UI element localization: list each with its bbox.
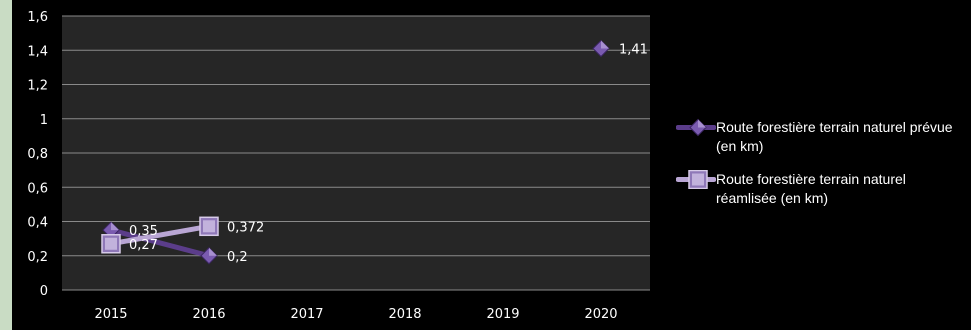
y-axis-ticks: 0 0,2 0,4 0,6 0,8 1 1,2 1,4 1,6	[27, 10, 48, 299]
y-tick-label: 0,8	[27, 147, 48, 162]
data-label: 0,2	[227, 250, 248, 265]
x-tick-label: 2015	[94, 307, 127, 322]
legend-marker	[688, 170, 708, 189]
x-tick-label: 2019	[486, 307, 519, 322]
y-tick-label: 0,6	[27, 181, 48, 196]
data-label: 0,35	[129, 224, 158, 239]
data-label: 1,41	[619, 43, 648, 58]
y-tick-label: 0,2	[27, 250, 48, 265]
x-tick-label: 2018	[388, 307, 421, 322]
y-tick-label: 1,6	[27, 10, 48, 25]
data-point	[101, 234, 121, 254]
legend: Route forestière terrain naturel prévue …	[676, 118, 966, 222]
legend-label: Route forestière terrain naturel réamlis…	[716, 171, 906, 206]
series-line	[108, 227, 212, 259]
y-tick-label: 1,4	[27, 44, 48, 59]
legend-item: Route forestière terrain naturel prévue …	[676, 118, 966, 156]
legend-item: Route forestière terrain naturel réamlis…	[676, 170, 966, 208]
series-lines	[108, 223, 212, 259]
y-tick-label: 0	[40, 284, 48, 299]
legend-label: Route forestière terrain naturel prévue …	[716, 119, 953, 154]
x-tick-label: 2016	[192, 307, 225, 322]
x-axis-ticks: 2015 2016 2017 2018 2019 2020	[94, 307, 617, 322]
series-line	[108, 223, 212, 247]
y-tick-label: 1	[40, 113, 48, 128]
data-point	[200, 247, 218, 265]
data-point	[592, 39, 610, 58]
data-label: 0,27	[129, 238, 158, 253]
y-tick-label: 0,4	[27, 216, 48, 231]
legend-swatch	[676, 170, 716, 189]
left-edge-strip	[0, 0, 12, 330]
y-tick-label: 1,2	[27, 79, 48, 94]
x-tick-label: 2017	[290, 307, 323, 322]
legend-marker	[689, 118, 707, 137]
data-label: 0,372	[227, 220, 264, 235]
series-markers	[101, 39, 610, 265]
gridlines	[62, 15, 650, 291]
data-labels: 0,35 0,2 1,41 0,27 0,372	[129, 43, 648, 265]
data-point	[199, 216, 219, 237]
legend-swatch	[676, 118, 716, 137]
x-tick-label: 2020	[584, 307, 617, 322]
